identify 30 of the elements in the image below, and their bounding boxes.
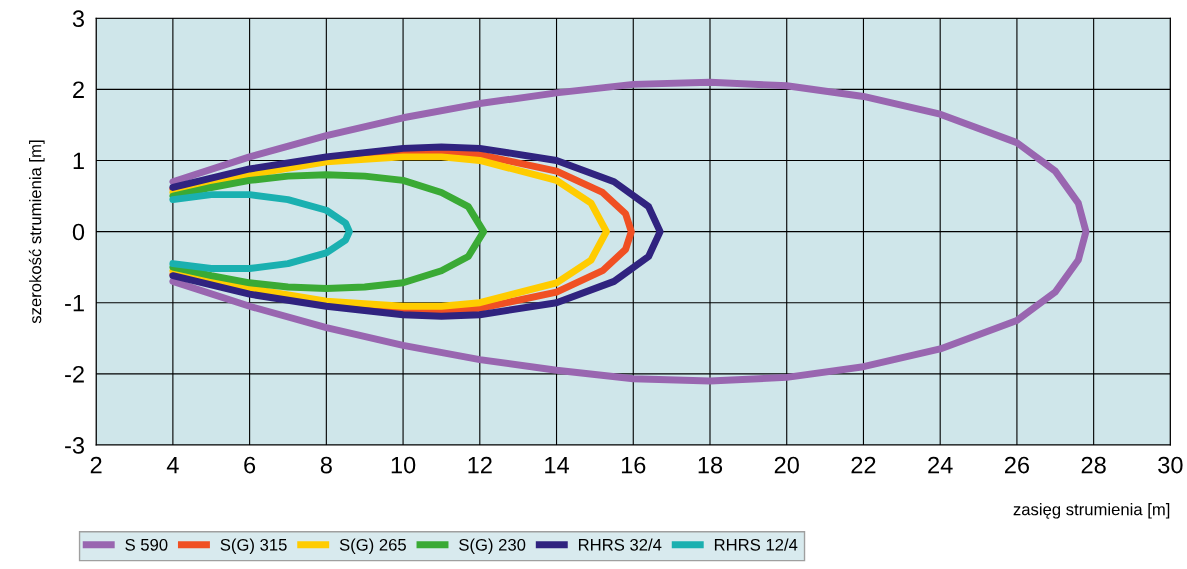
x-tick-label: 6 xyxy=(244,456,256,474)
x-axis-title: zasięg strumienia [m] xyxy=(1013,503,1170,519)
legend-label: RHRS 12/4 xyxy=(714,538,798,551)
x-tick-label: 28 xyxy=(1081,456,1106,474)
x-tick-label: 16 xyxy=(621,456,646,474)
legend-label: S 590 xyxy=(125,538,168,551)
y-tick-label: -3 xyxy=(65,437,84,454)
y-axis-title: szerokość strumienia [m] xyxy=(28,140,45,324)
x-tick-label: 10 xyxy=(391,456,416,474)
x-tick-label: 22 xyxy=(851,456,876,474)
y-tick-label: 3 xyxy=(72,10,84,27)
x-tick-label: 26 xyxy=(1004,456,1030,474)
y-tick-label: 2 xyxy=(73,81,84,98)
legend-label: RHRS 32/4 xyxy=(578,538,662,551)
legend-label: S(G) 315 xyxy=(220,538,287,554)
x-tick-label: 30 xyxy=(1158,456,1183,474)
legend-label: S(G) 265 xyxy=(339,538,406,554)
y-tick-label: -1 xyxy=(65,295,84,312)
x-tick-label: 24 xyxy=(928,456,953,474)
x-tick-label: 18 xyxy=(698,456,723,474)
y-tick-label: 0 xyxy=(72,223,85,241)
x-tick-label: 2 xyxy=(90,456,102,474)
y-tick-label: -2 xyxy=(65,365,84,383)
legend-label: S(G) 230 xyxy=(459,538,526,554)
x-tick-label: 20 xyxy=(774,456,799,474)
x-tick-label: 12 xyxy=(468,456,492,474)
x-tick-label: 4 xyxy=(166,456,179,474)
x-tick-label: 8 xyxy=(320,456,332,474)
y-tick-label: 1 xyxy=(73,152,84,170)
x-tick-label: 14 xyxy=(545,456,569,474)
